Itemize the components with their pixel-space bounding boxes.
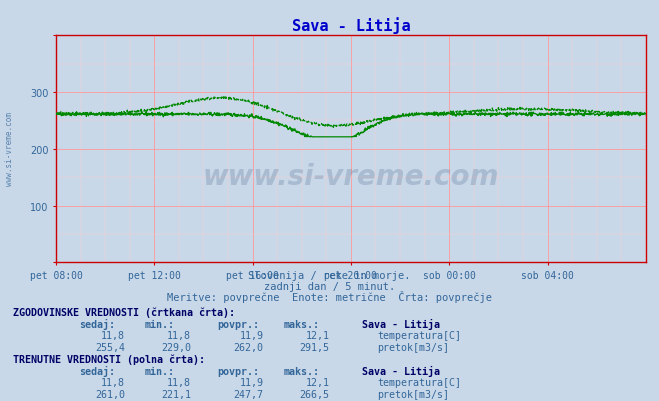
Text: min.:: min.: [145, 366, 175, 376]
Text: 12,1: 12,1 [306, 377, 330, 387]
Text: 221,1: 221,1 [161, 389, 191, 399]
Text: 11,8: 11,8 [167, 330, 191, 340]
Text: 11,8: 11,8 [101, 377, 125, 387]
Text: maks.:: maks.: [283, 366, 320, 376]
Text: 11,9: 11,9 [240, 330, 264, 340]
Title: Sava - Litija: Sava - Litija [291, 17, 411, 34]
Text: 261,0: 261,0 [95, 389, 125, 399]
Text: temperatura[C]: temperatura[C] [377, 377, 461, 387]
Text: temperatura[C]: temperatura[C] [377, 330, 461, 340]
Text: 11,8: 11,8 [101, 330, 125, 340]
Text: pretok[m3/s]: pretok[m3/s] [377, 342, 449, 352]
Text: povpr.:: povpr.: [217, 366, 260, 376]
Text: maks.:: maks.: [283, 319, 320, 329]
Text: Sava - Litija: Sava - Litija [362, 365, 440, 376]
Text: 11,8: 11,8 [167, 377, 191, 387]
Text: 291,5: 291,5 [299, 342, 330, 352]
Text: 12,1: 12,1 [306, 330, 330, 340]
Text: TRENUTNE VREDNOSTI (polna črta):: TRENUTNE VREDNOSTI (polna črta): [13, 353, 205, 364]
Text: 255,4: 255,4 [95, 342, 125, 352]
Text: Sava - Litija: Sava - Litija [362, 318, 440, 329]
Text: Meritve: povprečne  Enote: metrične  Črta: povprečje: Meritve: povprečne Enote: metrične Črta:… [167, 290, 492, 302]
Text: www.si-vreme.com: www.si-vreme.com [203, 162, 499, 190]
Text: 262,0: 262,0 [233, 342, 264, 352]
Text: ZGODOVINSKE VREDNOSTI (črtkana črta):: ZGODOVINSKE VREDNOSTI (črtkana črta): [13, 306, 235, 317]
Text: www.si-vreme.com: www.si-vreme.com [5, 111, 14, 185]
Text: Slovenija / reke in morje.: Slovenija / reke in morje. [248, 271, 411, 281]
Text: pretok[m3/s]: pretok[m3/s] [377, 389, 449, 399]
Text: zadnji dan / 5 minut.: zadnji dan / 5 minut. [264, 282, 395, 292]
Text: 229,0: 229,0 [161, 342, 191, 352]
Text: 266,5: 266,5 [299, 389, 330, 399]
Text: sedaj:: sedaj: [79, 318, 115, 329]
Text: min.:: min.: [145, 319, 175, 329]
Text: 11,9: 11,9 [240, 377, 264, 387]
Text: sedaj:: sedaj: [79, 365, 115, 376]
Text: 247,7: 247,7 [233, 389, 264, 399]
Text: povpr.:: povpr.: [217, 319, 260, 329]
